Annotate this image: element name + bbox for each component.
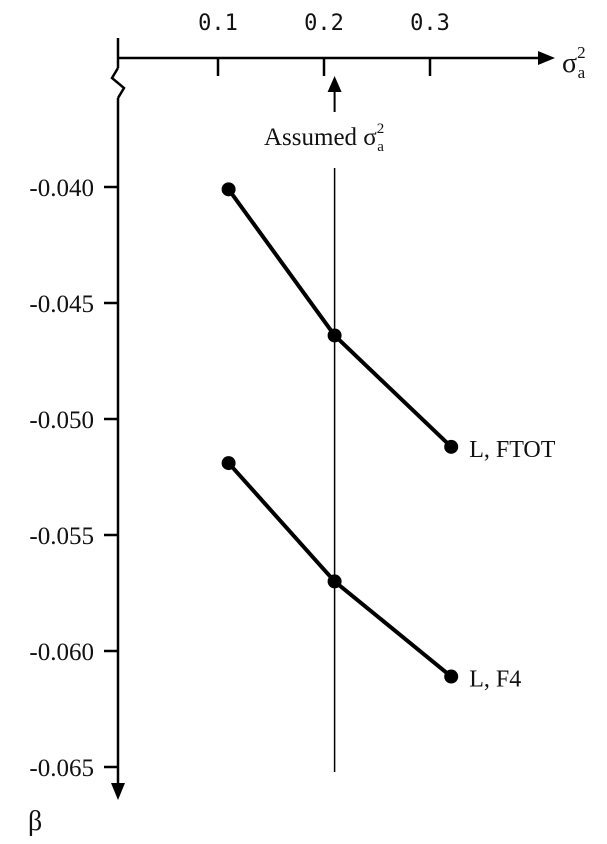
series-label: L, FTOT — [469, 437, 556, 463]
y-tick-label: -0.065 — [29, 755, 94, 782]
series-point — [444, 439, 459, 454]
y-axis-label: β — [28, 806, 42, 837]
y-tick-label: -0.040 — [29, 175, 94, 202]
x-tick-label: 0.3 — [410, 11, 450, 36]
x-ticks: 0.1 0.2 0.3 — [198, 11, 450, 76]
y-axis-break — [110, 67, 126, 99]
series-point — [444, 669, 459, 684]
series-point — [221, 182, 236, 197]
series-label: L, F4 — [469, 667, 521, 693]
series-point — [327, 574, 342, 589]
x-axis-label-sub: a — [578, 63, 586, 82]
series-line — [226, 188, 453, 449]
series-point — [327, 328, 342, 343]
series-1: L, F4 — [221, 456, 521, 693]
series-point — [221, 456, 236, 471]
x-axis-label-symbol: σ — [562, 48, 577, 79]
y-tick-label: -0.045 — [29, 291, 94, 318]
y-tick-label: -0.050 — [29, 407, 94, 434]
reference-label-text: Assumed σ — [264, 124, 377, 151]
y-tick-label: -0.060 — [29, 639, 94, 666]
x-tick-label: 0.2 — [304, 11, 344, 36]
x-axis-label-sup: 2 — [577, 43, 586, 62]
y-ticks: -0.040 -0.045 -0.050 -0.055 -0.060 -0.065 — [29, 175, 118, 782]
reference-label-sup: 2 — [377, 121, 385, 137]
reference-arrow-head — [327, 76, 342, 92]
series-0: L, FTOT — [221, 182, 556, 463]
x-tick-label: 0.1 — [198, 11, 238, 36]
x-axis-label: σ2 a — [562, 43, 586, 82]
reference-line-label: Assumed σ2 a — [264, 121, 384, 155]
reference-line-group: Assumed σ2 a — [264, 76, 384, 772]
x-axis-arrow — [538, 51, 555, 65]
series-layer: L, FTOT L, F4 — [221, 182, 556, 693]
series-line — [227, 461, 453, 679]
y-tick-label: -0.055 — [29, 523, 94, 550]
reference-label-sub: a — [377, 139, 384, 155]
y-axis-arrow — [111, 783, 125, 800]
